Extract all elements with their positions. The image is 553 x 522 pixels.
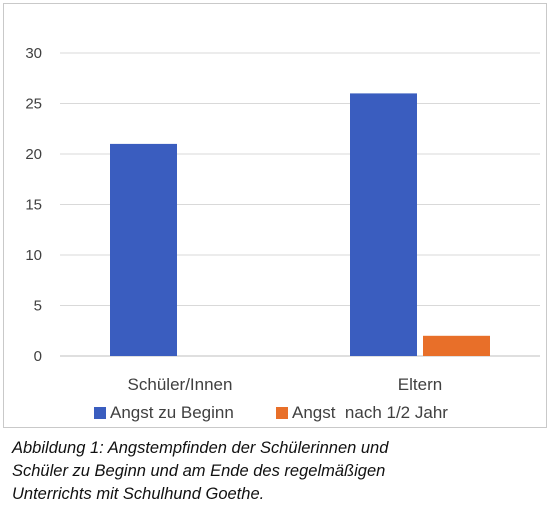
y-tick-label: 20 [25,146,42,163]
category-label: Schüler/Innen [128,375,233,394]
y-tick-label: 30 [25,45,42,62]
y-tick-label: 0 [34,348,42,365]
x-axis-categories: Schüler/Innen Eltern [128,375,443,394]
category-label: Eltern [398,375,442,394]
bar-angst-zu-beginn-0 [110,143,177,356]
bar-chart: 0 5 10 15 20 25 30 Schüler/Innen Eltern Angst z… [25,45,540,422]
bar-angst-nach-halbem-jahr-1 [423,335,490,356]
chart-area: 0 5 10 15 20 25 30 Schüler/Innen Eltern Angst z… [3,3,547,428]
y-tick-label: 5 [34,298,42,315]
caption-line-3: Unterrichts mit Schulhund Goethe. [12,485,265,503]
legend: Angst zu Beginn Angst nach 1/2 Jahr [94,403,448,422]
y-axis-ticks: 0 5 10 15 20 25 30 [25,45,42,365]
bars [110,93,490,357]
y-tick-label: 15 [25,197,42,214]
y-tick-label: 25 [25,96,42,113]
legend-label: Angst zu Beginn [110,403,234,422]
caption-line-1: Abbildung 1: Angstempfinden der Schüleri… [12,439,389,457]
legend-swatch [276,407,288,419]
bar-angst-zu-beginn-1 [350,93,417,357]
caption-line-2: Schüler zu Beginn und am Ende des regelm… [12,462,386,480]
legend-label: Angst nach 1/2 Jahr [292,403,448,422]
y-tick-label: 10 [25,247,42,264]
figure-caption: Abbildung 1: Angstempfinden der Schüleri… [12,437,542,506]
legend-swatch [94,407,106,419]
